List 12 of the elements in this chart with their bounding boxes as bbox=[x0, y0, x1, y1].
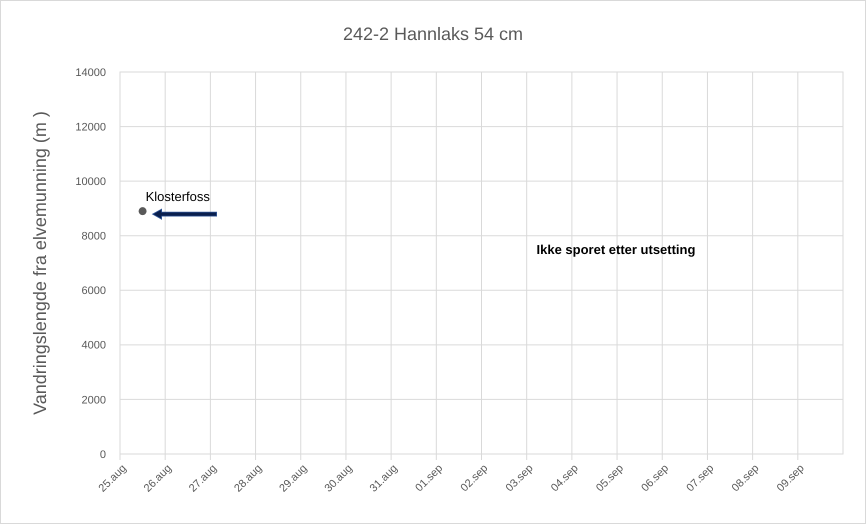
annotation: Klosterfoss bbox=[146, 189, 210, 204]
y-tick-label: 8000 bbox=[82, 230, 106, 243]
y-tick-label: 14000 bbox=[75, 66, 106, 79]
y-tick-label: 2000 bbox=[82, 394, 106, 406]
y-tick-label: 4000 bbox=[82, 340, 106, 352]
y-tick-label: 10000 bbox=[75, 176, 106, 188]
chart-title: 242-2 Hannlaks 54 cm bbox=[342, 24, 524, 44]
y-tick-label: 12000 bbox=[75, 121, 106, 134]
annotation: Ikke sporet etter utsetting bbox=[536, 242, 696, 257]
y-tick-label: 6000 bbox=[82, 285, 106, 298]
y-axis-title: Vandringslengde fra elvemunning (m ) bbox=[30, 111, 50, 415]
y-tick-label: 0 bbox=[100, 448, 106, 461]
